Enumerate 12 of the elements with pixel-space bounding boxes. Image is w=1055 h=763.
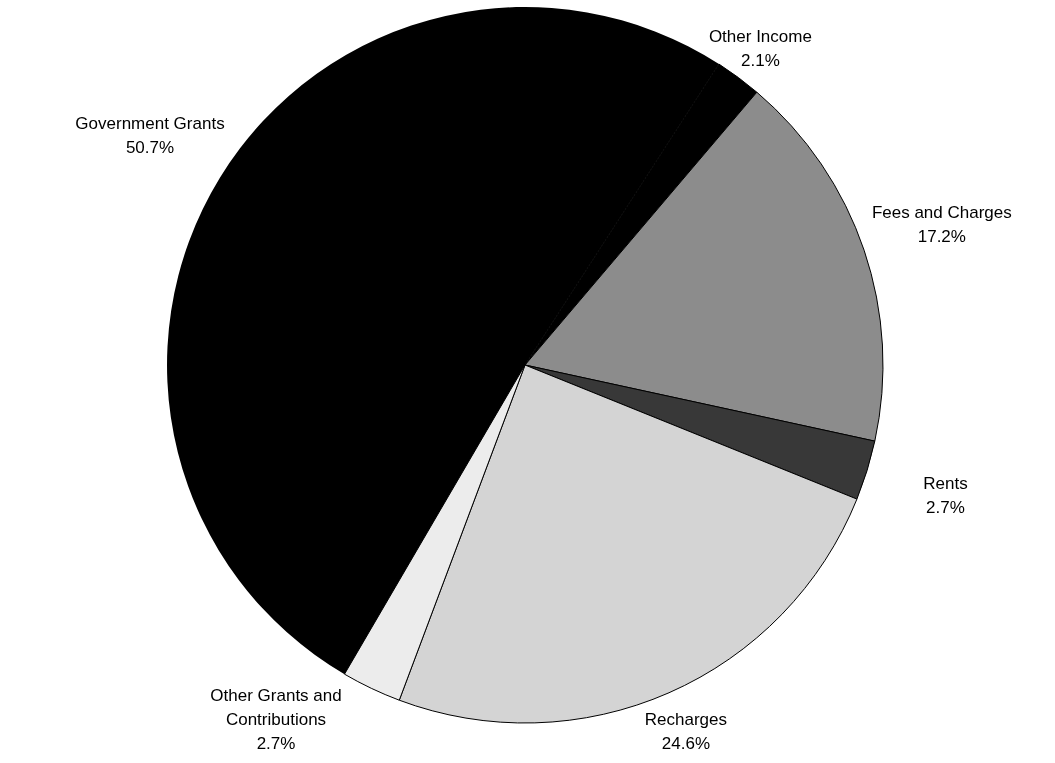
data-label: 17.2%	[917, 227, 966, 247]
data-label: 2.7%	[256, 734, 296, 753]
slice-label: Other Income	[708, 26, 812, 46]
slice-label: Government Grants	[75, 113, 225, 133]
data-label: 2.7%	[926, 497, 965, 517]
data-label: 24.6%	[661, 734, 711, 753]
slice-label: Other Grants and Contributions	[210, 686, 342, 729]
slice-label: Fees and Charges	[871, 203, 1012, 223]
slice-label: Rents	[923, 473, 968, 493]
data-label: 2.1%	[741, 50, 780, 70]
slice-label: Recharges	[644, 710, 728, 729]
data-label: 50.7%	[125, 137, 175, 157]
